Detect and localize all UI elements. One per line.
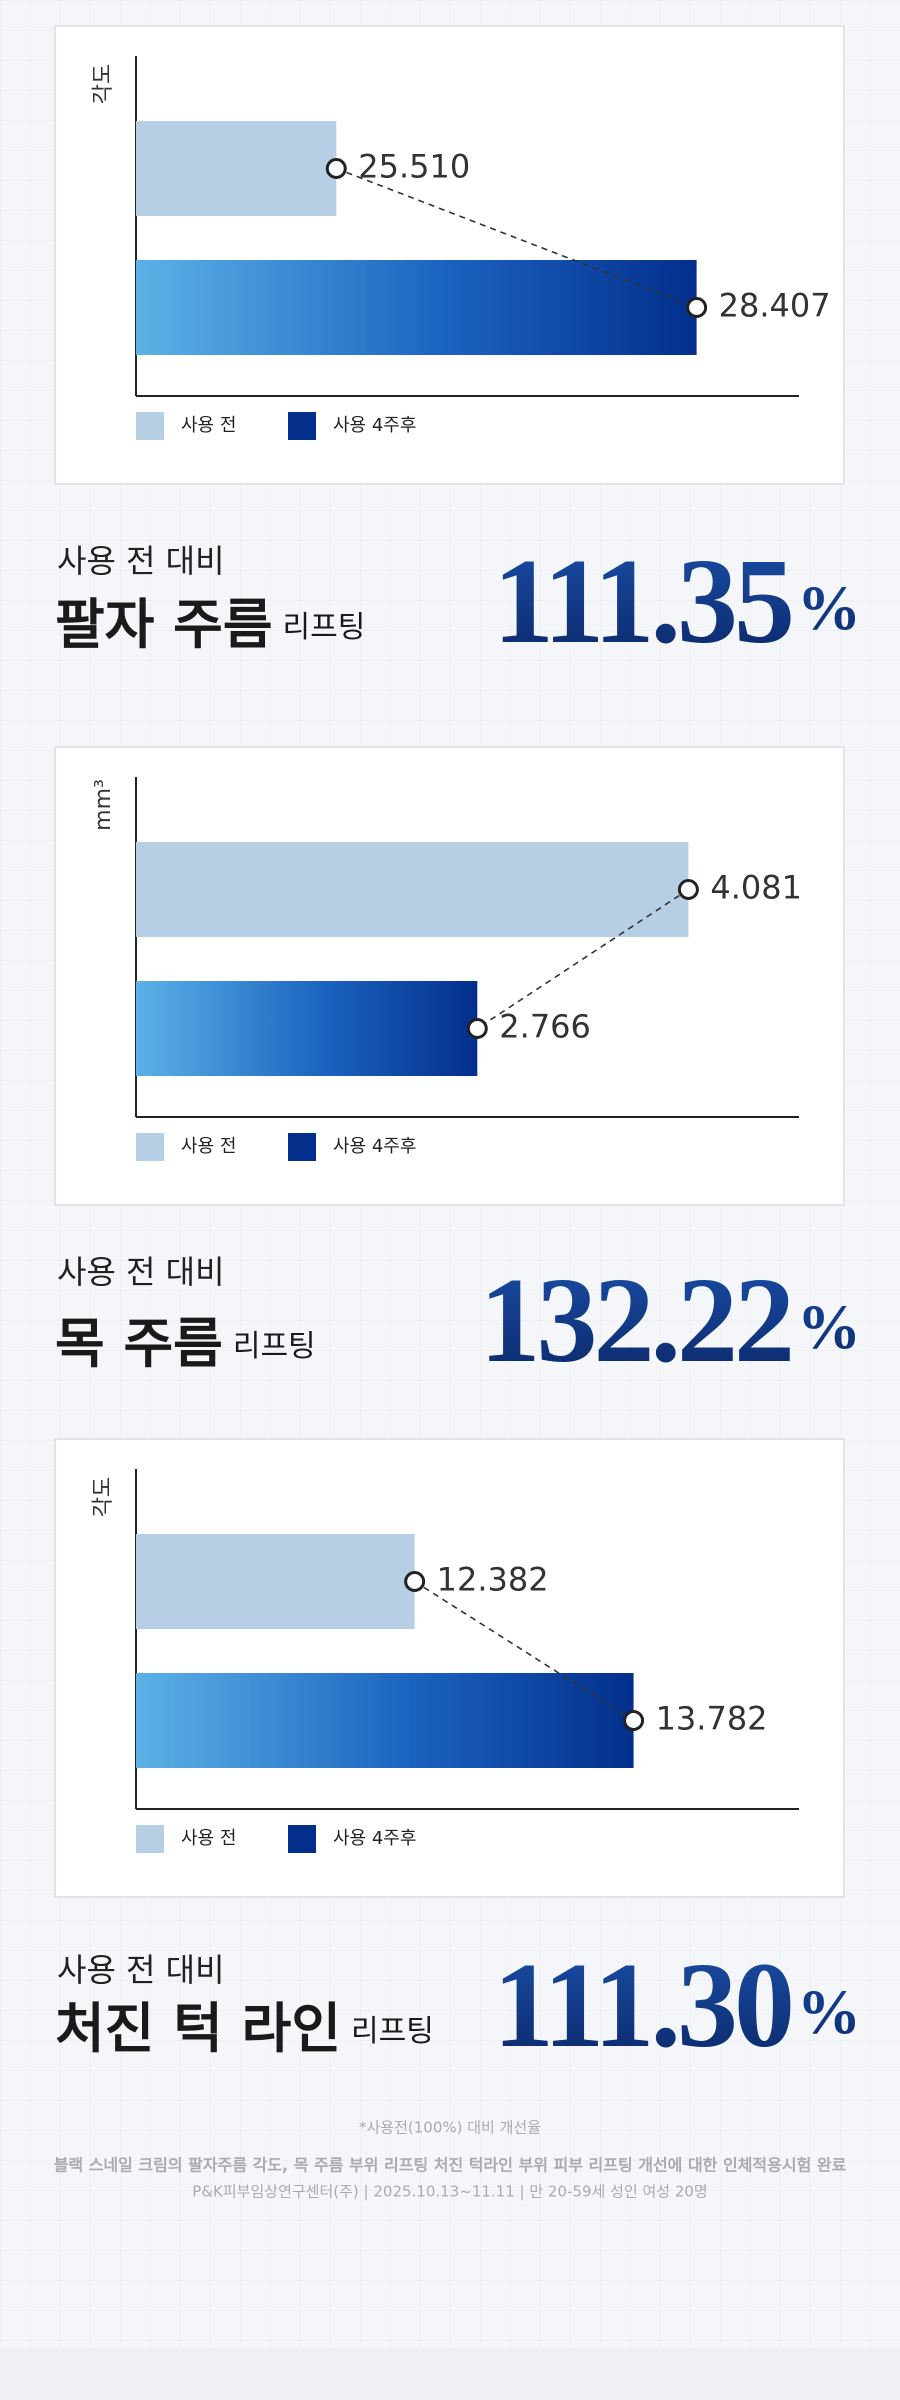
legend-label: 사용 전	[181, 415, 236, 436]
headline-suffix: 리프팅	[233, 1329, 316, 1364]
headline: 처진 턱 라인	[55, 1997, 341, 2060]
section-headline: 처진 턱 라인 리프팅	[55, 1997, 434, 2060]
bar	[136, 1673, 634, 1768]
headline: 목 주름	[55, 1312, 223, 1375]
legend-swatch	[288, 1133, 316, 1161]
value-label: 4.081	[710, 869, 802, 907]
connector	[335, 167, 697, 309]
section-lead: 사용 전 대비	[57, 1253, 225, 1291]
y-axis-label: 각도	[91, 64, 116, 104]
legend-label: 사용 4주후	[333, 1828, 416, 1849]
legend-swatch	[136, 412, 164, 440]
legend-label: 사용 4주후	[333, 1136, 416, 1157]
section-lead: 사용 전 대비	[57, 542, 225, 580]
end-dot	[677, 879, 699, 900]
legend-label: 사용 4주후	[333, 415, 416, 436]
value-label: 13.782	[656, 1700, 768, 1738]
y-axis-label: mm³	[91, 779, 116, 831]
legend-swatch	[288, 1825, 316, 1853]
improvement-rate: 111.35%	[493, 534, 857, 669]
end-dot	[466, 1018, 488, 1039]
rate-value: 132.22	[480, 1253, 792, 1388]
section-lead: 사용 전 대비	[57, 1951, 225, 1989]
rate-value: 111.30	[493, 1938, 791, 2073]
headline-suffix: 리프팅	[283, 610, 366, 645]
chart-panel	[54, 1438, 845, 1898]
value-label: 28.407	[719, 287, 831, 325]
chart-panel	[54, 25, 845, 485]
bar	[136, 842, 689, 937]
improvement-rate: 132.22%	[480, 1253, 858, 1388]
legend-swatch	[136, 1133, 164, 1161]
value-label: 12.382	[437, 1561, 549, 1599]
chart-panel	[54, 746, 845, 1206]
footnote: 블랙 스네일 크림의 팔자주름 각도, 목 주름 부위 리프팅 처진 턱라인 부…	[54, 2156, 847, 2175]
bar	[136, 1534, 415, 1629]
rate-unit: %	[797, 572, 857, 643]
rate-unit: %	[797, 1291, 857, 1362]
legend-swatch	[288, 412, 316, 440]
headline-suffix: 리프팅	[351, 2014, 434, 2049]
bottom-strip	[0, 2348, 900, 2400]
section-headline: 팔자 주름 리프팅	[55, 593, 365, 656]
connector	[476, 888, 689, 1030]
section-headline: 목 주름 리프팅	[55, 1312, 316, 1375]
bar	[136, 121, 337, 216]
rate-value: 111.35	[493, 534, 791, 669]
improvement-rate: 111.30%	[493, 1938, 857, 2073]
legend-label: 사용 전	[181, 1828, 236, 1849]
footnote: *사용전(100%) 대비 개선율	[359, 2119, 541, 2137]
legend-label: 사용 전	[181, 1136, 236, 1157]
rate-unit: %	[797, 1976, 857, 2047]
footnote: P&K피부임상연구센터(주) | 2025.10.13~11.11 | 만 20…	[192, 2183, 707, 2201]
value-label: 25.510	[358, 148, 470, 186]
headline: 팔자 주름	[55, 593, 273, 656]
value-label: 2.766	[499, 1008, 591, 1046]
legend-swatch	[136, 1825, 164, 1853]
end-dot	[686, 297, 708, 318]
end-dot	[404, 1571, 426, 1592]
end-dot	[325, 158, 347, 179]
end-dot	[623, 1710, 645, 1731]
bar	[136, 981, 478, 1076]
y-axis-label: 각도	[91, 1477, 116, 1517]
bar	[136, 260, 697, 355]
